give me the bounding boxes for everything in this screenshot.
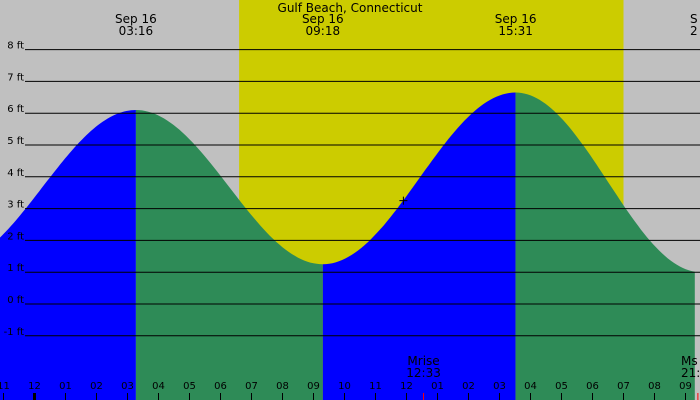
tide-extreme-date: Sep 16 [495,12,537,26]
x-axis-ticks: 11 12 01 02 03 04 05 06 07 08 09 10 11 12 01 02 03 04 05 06… [0,381,692,400]
x-tick-label: 05 [555,381,568,392]
tide-extreme-date: S [690,12,698,26]
y-gridlines: 8 ft 7 ft 6 ft 5 ft 4 ft 3 ft 2 ft 1 ft 0 ft -1 f… [4,41,700,338]
y-tick-label: 7 ft [7,72,24,83]
x-tick-label: 09 [307,381,320,392]
y-tick-label: 0 ft [7,295,24,306]
y-tick-label: 2 ft [7,231,24,242]
falling-tide-segment [135,110,323,400]
x-tick-label: 04 [524,381,537,392]
x-tick-label: 03 [121,381,134,392]
rising-tide-segment [322,92,516,400]
x-tick-label: 08 [276,381,289,392]
x-tick-label: 08 [648,381,661,392]
chart-title: Gulf Beach, Connecticut [278,1,423,15]
x-tick-label: 02 [462,381,475,392]
moon-event-time: 21: [681,366,700,380]
y-tick-label: -1 ft [4,327,24,338]
x-tick-label: 09 [679,381,692,392]
y-tick-label: 3 ft [7,200,24,211]
x-tick-label: 06 [586,381,599,392]
x-tick-label: 05 [183,381,196,392]
x-tick-label: 01 [59,381,72,392]
moon-event-time: 12:33 [406,366,441,380]
x-tick-label: 10 [338,381,351,392]
y-tick-label: 4 ft [7,168,24,179]
moon-event-label: Ms [681,354,698,368]
x-tick-label: 12 [28,381,41,392]
tide-extreme-date: Sep 16 [115,12,157,26]
x-tick-label: 03 [493,381,506,392]
x-tick-label: 12 [400,381,413,392]
tide-extreme-time: 15:31 [498,24,533,38]
x-tick-label: 07 [245,381,258,392]
y-tick-label: 5 ft [7,136,24,147]
current-time-marker [399,196,408,205]
tide-extreme-time: 03:16 [119,24,154,38]
y-tick-label: 1 ft [7,263,24,274]
rising-tide-segment [0,110,136,400]
x-tick-label: 01 [431,381,444,392]
x-tick-label: 11 [0,381,10,392]
x-tick-label: 06 [214,381,227,392]
y-tick-label: 6 ft [7,104,24,115]
tide-extreme-time: 2 [690,24,698,38]
x-tick-label: 07 [617,381,630,392]
x-tick-label: 02 [90,381,103,392]
x-tick-label: 04 [152,381,165,392]
y-tick-label: 8 ft [7,41,24,52]
x-tick-label: 11 [369,381,382,392]
tide-extreme-time: 09:18 [306,24,341,38]
tide-area [0,92,695,400]
moon-event-label: Mrise [407,354,439,368]
falling-tide-segment [515,92,695,400]
tide-extreme-date: Sep 16 [302,12,344,26]
